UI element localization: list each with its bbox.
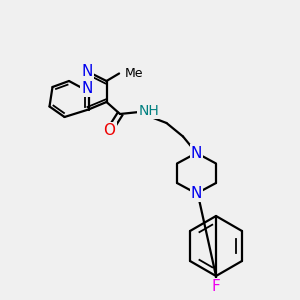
- Text: O: O: [103, 123, 116, 138]
- Text: NH: NH: [138, 104, 159, 118]
- Text: N: N: [191, 186, 202, 201]
- Text: Me: Me: [124, 67, 143, 80]
- Text: N: N: [191, 146, 202, 160]
- Text: F: F: [212, 279, 220, 294]
- Text: N: N: [81, 64, 93, 79]
- Text: N: N: [81, 81, 93, 96]
